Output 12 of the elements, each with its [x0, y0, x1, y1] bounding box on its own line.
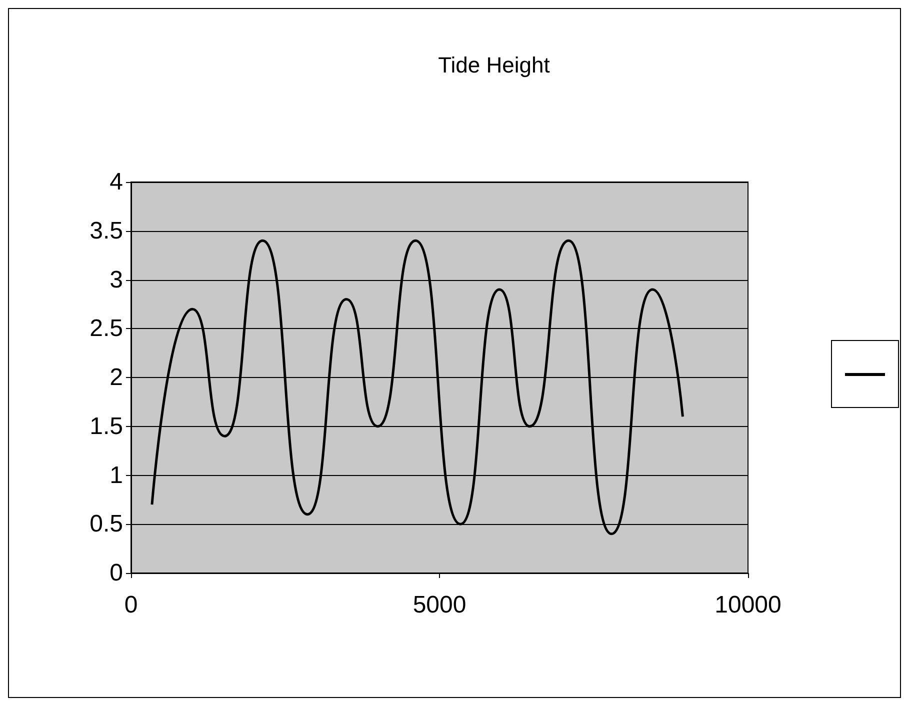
- y-tick-label: 1.5: [90, 412, 123, 440]
- y-tick-label: 0: [110, 560, 123, 586]
- y-tick-label: 2: [110, 364, 123, 391]
- y-tick-label: 4: [110, 168, 123, 196]
- y-tick-label: 3: [110, 266, 123, 294]
- y-tick-label: 0.5: [90, 510, 123, 538]
- chart-title: Tide Height: [438, 52, 550, 78]
- y-tick-label: 2.5: [90, 315, 123, 342]
- y-tick-label: 1: [110, 462, 123, 489]
- x-tick-label: 5000: [412, 592, 466, 618]
- y-tick-label: 3.5: [90, 217, 123, 244]
- x-tick-label: 10000: [714, 592, 782, 618]
